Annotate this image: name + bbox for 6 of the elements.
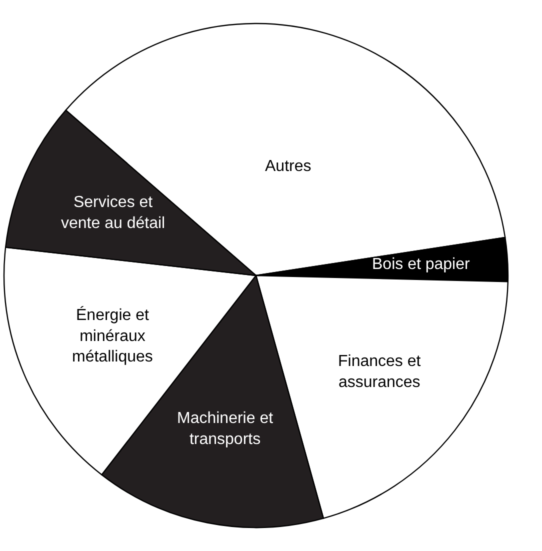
slice-label: Bois et papier <box>372 256 471 273</box>
slice-label: Finances et assurances <box>338 353 422 391</box>
slice-label: Services et vente au détail <box>61 194 166 232</box>
slice-label: Énergie et minéraux métalliques <box>72 306 153 366</box>
slice-label: Autres <box>265 158 312 175</box>
slice-label: Machinerie et transports <box>177 410 274 448</box>
